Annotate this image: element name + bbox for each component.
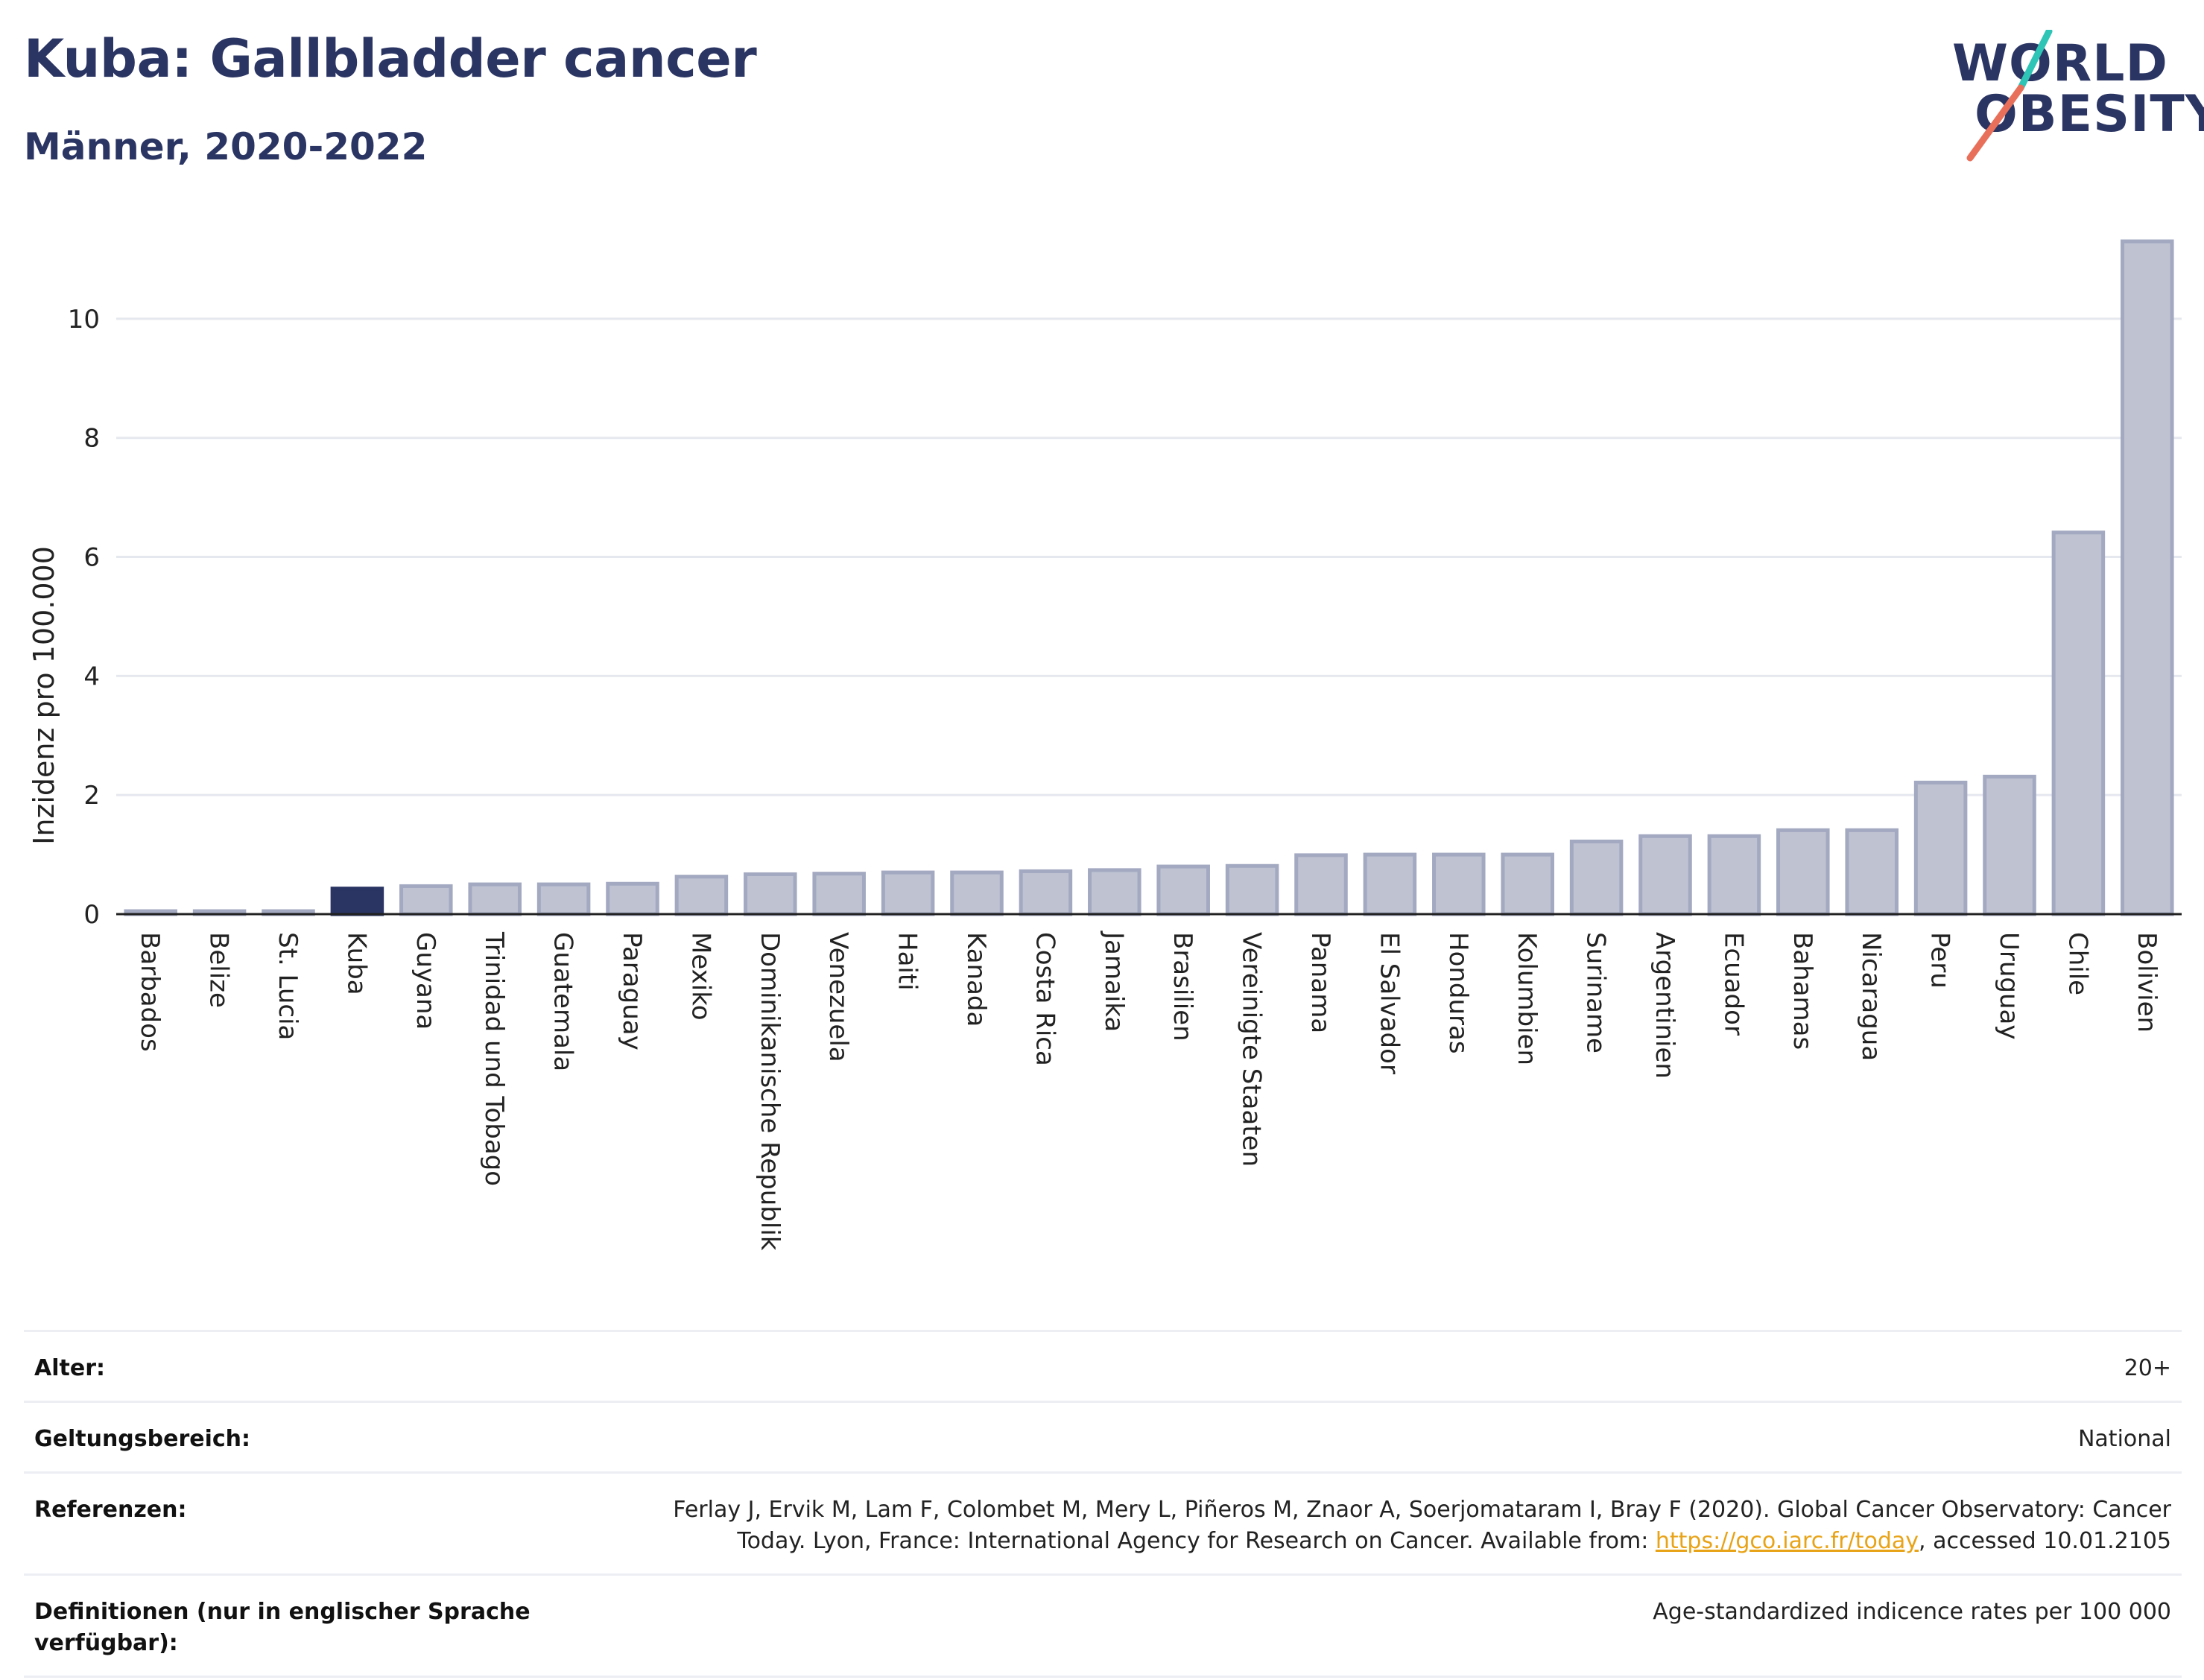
x-tick-label: Guyana <box>411 932 440 1030</box>
bar-peru[interactable] <box>1913 780 1968 916</box>
meta-key-scope: Geltungsbereich: <box>34 1426 251 1452</box>
bar-bahamas[interactable] <box>1776 828 1830 916</box>
reference-text: Ferlay J, Ervik M, Lam F, Colombet M, Me… <box>673 1497 2171 1554</box>
meta-row-references: Referenzen: Ferlay J, Ervik M, Lam F, Co… <box>24 1471 2182 1573</box>
y-tick-label: 10 <box>68 305 100 335</box>
logo-slash-icon <box>1966 30 2053 162</box>
meta-key-definitions: Definitionen (nur in englischer Sprache … <box>34 1599 531 1656</box>
reference-accessed: , accessed 10.01.2105 <box>1919 1528 2171 1554</box>
x-tick-label: Panama <box>1305 932 1335 1033</box>
x-tick-label: Honduras <box>1443 932 1473 1054</box>
bar-bolivien[interactable] <box>2121 239 2174 916</box>
x-tick-label: Belize <box>204 932 234 1008</box>
metadata-table: Alter: 20+ Geltungsbereich: National Ref… <box>24 1330 2182 1678</box>
bar-brasilien[interactable] <box>1156 864 1210 916</box>
x-tick-label: Haiti <box>893 932 922 991</box>
axes: 0 2 4 6 8 10 Barbados Belize St. Lucia Kuba Guyana… <box>68 305 2182 1251</box>
bars <box>124 239 2174 916</box>
x-tick-label: St. Lucia <box>273 932 303 1040</box>
x-tick-label: Brasilien <box>1168 932 1197 1042</box>
bar-jamaika[interactable] <box>1088 868 1141 916</box>
x-tick-label: Mexiko <box>685 932 715 1021</box>
x-tick-label: El Salvador <box>1374 932 1404 1074</box>
chart-subtitle: Männer, 2020-2022 <box>24 125 428 168</box>
meta-value-definitions: Age-standardized indicence rates per 100… <box>1653 1599 2171 1625</box>
bar-mexiko[interactable] <box>674 875 729 916</box>
y-tick-label: 2 <box>83 781 100 811</box>
bar-kuba[interactable] <box>330 887 384 916</box>
x-tick-label: Kuba <box>341 932 371 995</box>
x-tick-label: Paraguay <box>617 932 647 1050</box>
x-tick-label: Argentinien <box>1650 932 1679 1079</box>
bar-guyana[interactable] <box>399 884 453 916</box>
x-tick-label: Kolumbien <box>1512 932 1542 1065</box>
logo-text-world: WORLD <box>1952 34 2168 93</box>
y-tick-label: 8 <box>83 424 100 454</box>
bar-kanada[interactable] <box>950 870 1004 916</box>
x-tick-label: Suriname <box>1581 932 1611 1053</box>
reference-link[interactable]: https://gco.iarc.fr/today <box>1655 1528 1919 1554</box>
bar-honduras[interactable] <box>1432 852 1486 916</box>
bar-costa-rica[interactable] <box>1019 869 1073 916</box>
x-tick-label: Dominikanische Republik <box>755 932 785 1251</box>
x-tick-label: Barbados <box>135 932 165 1052</box>
y-axis-title: Inzidenz pro 100.000 <box>28 546 60 845</box>
y-tick-label: 0 <box>83 900 100 930</box>
meta-row-definitions: Definitionen (nur in englischer Sprache … <box>24 1573 2182 1678</box>
x-tick-label: Jamaika <box>1099 931 1129 1032</box>
bar-vereinigte-staaten[interactable] <box>1225 863 1279 916</box>
bar-argentinien[interactable] <box>1638 834 1692 916</box>
x-tick-label: Ecuador <box>1718 932 1748 1036</box>
x-tick-label: Guatemala <box>548 932 578 1071</box>
bar-ecuador[interactable] <box>1707 834 1761 916</box>
bar-paraguay[interactable] <box>606 881 659 916</box>
bar-uruguay[interactable] <box>1983 774 2036 916</box>
x-tick-label: Bahamas <box>1787 932 1817 1050</box>
x-tick-label: Uruguay <box>1994 932 2024 1040</box>
x-tick-label: Chile <box>2062 932 2092 995</box>
x-tick-label: Nicaragua <box>1856 932 1886 1061</box>
x-tick-label: Vereinigte Staaten <box>1237 932 1267 1167</box>
y-tick-label: 4 <box>83 662 100 691</box>
bar-trinidad-und-tobago[interactable] <box>468 882 522 916</box>
bar-nicaragua[interactable] <box>1845 828 1899 916</box>
x-tick-label: Peru <box>1925 932 1955 989</box>
world-obesity-logo[interactable]: WORLD OBESITY <box>1937 30 2204 164</box>
bar-chart: 0 2 4 6 8 10 Barbados Belize St. Lucia Kuba Guyana… <box>28 239 2182 1251</box>
x-tick-label: Kanada <box>961 932 991 1027</box>
bar-venezuela[interactable] <box>812 872 866 916</box>
meta-row-scope: Geltungsbereich: National <box>24 1401 2182 1471</box>
x-tick-label: Costa Rica <box>1030 932 1060 1066</box>
meta-value-age: 20+ <box>2124 1355 2171 1381</box>
bar-haiti[interactable] <box>881 870 935 916</box>
meta-key-age: Alter: <box>34 1355 105 1381</box>
bar-panama[interactable] <box>1294 853 1348 916</box>
bar-el-salvador[interactable] <box>1363 852 1417 916</box>
meta-row-age: Alter: 20+ <box>24 1330 2182 1401</box>
x-tick-label: Trinidad und Tobago <box>479 931 509 1186</box>
y-tick-label: 6 <box>83 543 100 573</box>
grid-lines <box>116 317 2182 796</box>
bar-kolumbien[interactable] <box>1501 852 1554 916</box>
x-tick-label: Venezuela <box>823 932 853 1062</box>
meta-value-scope: National <box>2077 1426 2171 1452</box>
x-tick-label: Bolivien <box>2132 932 2162 1033</box>
bar-guatemala[interactable] <box>536 882 591 916</box>
bar-chile[interactable] <box>2051 530 2106 916</box>
bar-dominikanische-republik[interactable] <box>744 872 797 916</box>
chart-title: Kuba: Gallbladder cancer <box>24 28 757 89</box>
meta-value-references: Ferlay J, Ervik M, Lam F, Colombet M, Me… <box>571 1494 2171 1557</box>
bar-suriname[interactable] <box>1569 840 1624 916</box>
meta-key-references: Referenzen: <box>34 1497 187 1523</box>
